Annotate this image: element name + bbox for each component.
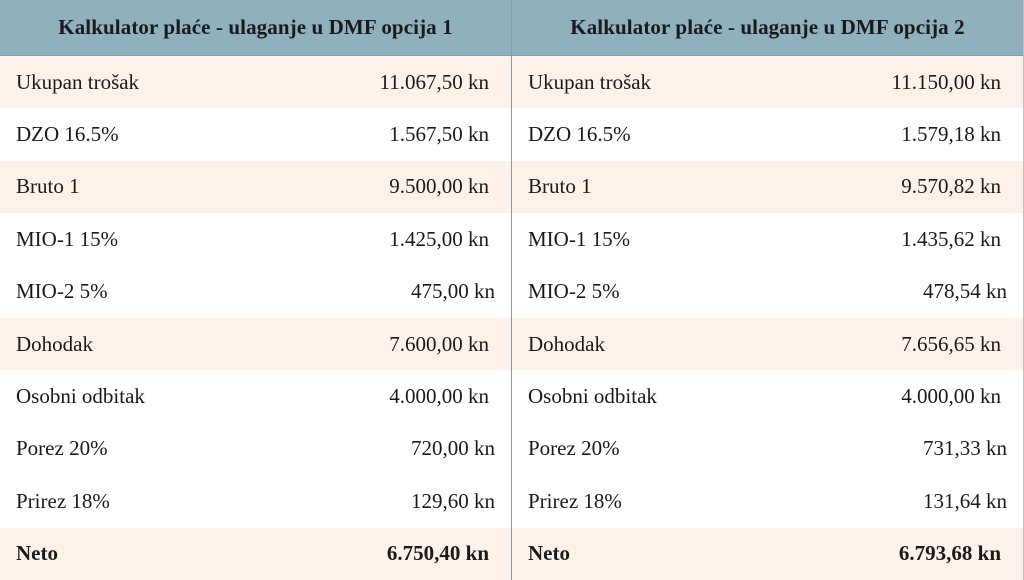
table-row-bruto-1: Bruto 1 9.570,82 kn [512,160,1023,214]
row-label: Prirez 18% [16,488,110,513]
row-value: 4.000,00 kn [389,384,489,409]
table-row-mio-1: MIO-1 15% 1.435,62 kn [512,213,1023,265]
row-value: 7.656,65 kn [901,331,1001,356]
table-row-osobni-odbitak: Osobni odbitak 4.000,00 kn [512,370,1023,422]
table-row-mio-2: MIO-2 5% 478,54 kn [512,266,1023,318]
row-value: 731,33 kn [923,436,1007,461]
row-label: MIO-2 5% [528,279,620,304]
row-value: 720,00 kn [411,436,495,461]
row-label: DZO 16.5% [528,122,631,147]
table-row-neto: Neto 6.793,68 kn [512,527,1023,580]
table-row-porez: Porez 20% 731,33 kn [512,423,1023,475]
table-title: Kalkulator plaće - ulaganje u DMF opcija… [512,0,1023,56]
row-value: 475,00 kn [411,279,495,304]
table-row-mio-2: MIO-2 5% 475,00 kn [0,266,511,318]
table-row-ukupan-trosak: Ukupan trošak 11.067,50 kn [0,56,511,109]
table-row-dohodak: Dohodak 7.600,00 kn [0,317,511,371]
calculator-table-option-2: Kalkulator plaće - ulaganje u DMF opcija… [512,0,1024,580]
table-row-bruto-1: Bruto 1 9.500,00 kn [0,160,511,214]
calculator-table-option-1: Kalkulator plaće - ulaganje u DMF opcija… [0,0,512,580]
row-label: DZO 16.5% [16,122,119,147]
table-row-ukupan-trosak: Ukupan trošak 11.150,00 kn [512,56,1023,109]
row-label: Ukupan trošak [528,69,652,94]
row-value: 1.435,62 kn [901,226,1001,251]
row-value: 1.425,00 kn [389,226,489,251]
row-label: Bruto 1 [528,174,592,199]
row-label: Osobni odbitak [528,384,657,409]
table-row-mio-1: MIO-1 15% 1.425,00 kn [0,213,511,265]
row-value: 7.600,00 kn [389,331,489,356]
table-row-porez: Porez 20% 720,00 kn [0,423,511,475]
row-value: 129,60 kn [411,488,495,513]
row-label: Bruto 1 [16,174,80,199]
row-value: 478,54 kn [923,279,1007,304]
row-label: MIO-1 15% [528,226,631,251]
row-value: 6.750,40 kn [386,541,489,566]
row-value: 11.067,50 kn [379,69,489,94]
row-value: 131,64 kn [923,488,1007,513]
row-value: 1.579,18 kn [901,122,1001,147]
row-value: 6.793,68 kn [898,541,1001,566]
table-title: Kalkulator plaće - ulaganje u DMF opcija… [0,0,511,56]
table-row-dzo: DZO 16.5% 1.567,50 kn [0,108,511,160]
row-value: 11.150,00 kn [891,69,1001,94]
row-value: 9.500,00 kn [389,174,489,199]
table-row-dzo: DZO 16.5% 1.579,18 kn [512,108,1023,160]
table-row-dohodak: Dohodak 7.656,65 kn [512,317,1023,371]
row-label: Neto [16,541,58,566]
row-value: 4.000,00 kn [901,384,1001,409]
row-label: Dohodak [16,331,93,356]
row-label: Dohodak [528,331,605,356]
row-label: MIO-1 15% [16,226,119,251]
table-row-osobni-odbitak: Osobni odbitak 4.000,00 kn [0,370,511,422]
row-label: Ukupan trošak [16,69,140,94]
row-value: 1.567,50 kn [389,122,489,147]
row-label: MIO-2 5% [16,279,108,304]
table-row-prirez: Prirez 18% 129,60 kn [0,475,511,527]
row-label: Porez 20% [528,436,620,461]
row-label: Neto [528,541,570,566]
row-label: Prirez 18% [528,488,622,513]
row-label: Porez 20% [16,436,108,461]
table-row-prirez: Prirez 18% 131,64 kn [512,475,1023,527]
table-row-neto: Neto 6.750,40 kn [0,527,511,580]
row-value: 9.570,82 kn [901,174,1001,199]
row-label: Osobni odbitak [16,384,145,409]
